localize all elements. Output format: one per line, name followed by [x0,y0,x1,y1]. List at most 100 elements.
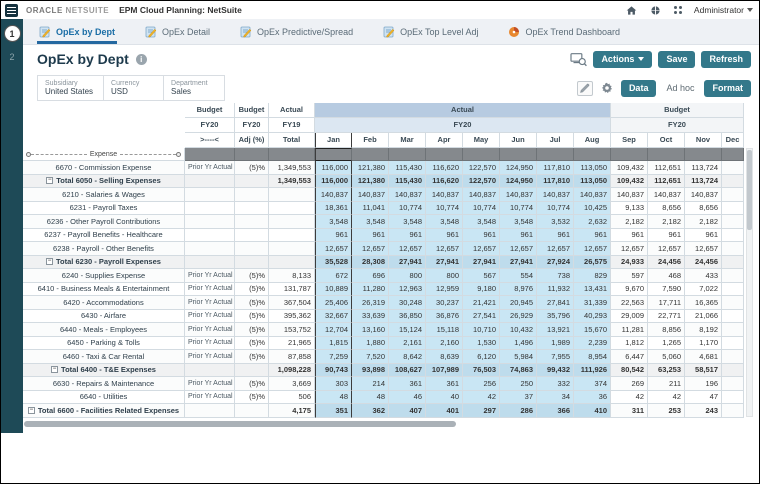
data-cell[interactable]: 121,380 [352,161,389,175]
data-cell[interactable]: 140,837 [426,188,463,202]
adj-percent-cell[interactable]: (5)% [235,377,269,391]
data-cell[interactable]: 407 [389,404,426,418]
data-cell[interactable]: 24,456 [685,255,722,269]
data-cell[interactable]: 696 [352,269,389,283]
data-cell[interactable]: 253 [648,404,685,418]
data-cell[interactable]: 829 [574,269,611,283]
spread-cell[interactable]: Prior Yr Actual [185,296,235,310]
adj-percent-cell[interactable]: (5)% [235,309,269,323]
data-cell[interactable]: 3,548 [352,215,389,229]
collapse-icon[interactable]: − [27,406,35,414]
data-cell[interactable]: 140,837 [574,188,611,202]
data-cell[interactable]: 113,050 [574,161,611,175]
data-cell[interactable]: 27,941 [463,255,500,269]
data-cell[interactable]: 2,160 [426,336,463,350]
tab-opex-top-level-adj[interactable]: OpEx Top Level Adj [381,19,480,44]
spread-cell[interactable] [185,363,235,377]
data-cell[interactable]: 31,339 [574,296,611,310]
expense-axis-widget[interactable]: Expense [26,151,181,158]
data-cell[interactable]: 12,657 [426,242,463,256]
vertical-nav-item-2[interactable]: 2 [9,51,15,62]
data-cell[interactable]: 10,774 [426,201,463,215]
collapse-icon[interactable]: − [51,366,59,374]
data-cell[interactable]: 109,432 [611,174,648,188]
data-cell[interactable]: 332 [537,377,574,391]
data-cell[interactable]: 116,000 [315,174,352,188]
data-cell[interactable]: 12,657 [611,242,648,256]
data-cell[interactable]: 12,657 [463,242,500,256]
data-cell[interactable]: 12,657 [389,242,426,256]
data-cell[interactable]: 13,431 [574,282,611,296]
total-cell[interactable]: 3,669 [269,377,315,391]
data-cell[interactable]: 80,542 [611,363,648,377]
data-cell[interactable]: 16,365 [685,296,722,310]
data-cell[interactable]: 2,161 [389,336,426,350]
total-cell[interactable]: 8,133 [269,269,315,283]
data-cell[interactable]: 7,590 [648,282,685,296]
data-cell[interactable]: 140,837 [611,188,648,202]
data-cell[interactable]: 36,850 [389,309,426,323]
data-cell[interactable]: 140,837 [648,188,685,202]
data-cell[interactable]: 10,889 [315,282,352,296]
data-cell[interactable]: 597 [611,269,648,283]
spread-cell[interactable]: Prior Yr Actual [185,336,235,350]
adj-percent-cell[interactable] [235,228,269,242]
total-cell[interactable]: 4,175 [269,404,315,418]
adj-percent-cell[interactable] [235,201,269,215]
data-cell[interactable] [722,390,744,404]
data-cell[interactable]: 27,841 [537,296,574,310]
data-cell[interactable]: 1,265 [648,336,685,350]
data-cell[interactable]: 140,837 [463,188,500,202]
spread-cell[interactable] [185,174,235,188]
data-cell[interactable]: 22,771 [648,309,685,323]
data-cell[interactable]: 2,182 [685,215,722,229]
spread-cell[interactable] [185,242,235,256]
data-cell[interactable]: 961 [352,228,389,242]
adj-percent-cell[interactable]: (5)% [235,296,269,310]
data-cell[interactable]: 99,432 [537,363,574,377]
data-cell[interactable]: 961 [500,228,537,242]
data-cell[interactable]: 26,929 [500,309,537,323]
data-cell[interactable]: 361 [426,377,463,391]
data-cell[interactable]: 961 [315,228,352,242]
data-cell[interactable]: 36,876 [426,309,463,323]
data-cell[interactable]: 140,837 [500,188,537,202]
data-cell[interactable]: 1,812 [611,336,648,350]
data-cell[interactable]: 8,954 [574,350,611,364]
data-cell[interactable]: 15,118 [426,323,463,337]
data-cell[interactable]: 672 [315,269,352,283]
data-cell[interactable]: 433 [685,269,722,283]
data-cell[interactable] [722,269,744,283]
data-cell[interactable] [722,309,744,323]
spread-cell[interactable] [185,255,235,269]
adj-percent-cell[interactable]: (5)% [235,350,269,364]
data-cell[interactable]: 117,810 [537,174,574,188]
data-cell[interactable]: 116,000 [315,161,352,175]
save-button[interactable]: Save [658,50,696,68]
data-cell[interactable]: 28,308 [352,255,389,269]
total-cell[interactable] [269,215,315,229]
data-cell[interactable]: 11,280 [352,282,389,296]
data-cell[interactable]: 111,926 [574,363,611,377]
data-cell[interactable]: 311 [611,404,648,418]
data-cell[interactable]: 35,528 [315,255,352,269]
data-cell[interactable]: 112,651 [648,161,685,175]
spread-cell[interactable]: Prior Yr Actual [185,377,235,391]
adj-percent-cell[interactable] [235,363,269,377]
data-cell[interactable]: 567 [463,269,500,283]
data-cell[interactable]: 113,724 [685,174,722,188]
data-cell[interactable]: 554 [500,269,537,283]
adj-percent-cell[interactable] [235,255,269,269]
data-cell[interactable]: 107,989 [426,363,463,377]
data-cell[interactable]: 4,681 [685,350,722,364]
data-cell[interactable]: 93,898 [352,363,389,377]
data-cell[interactable]: 8,639 [426,350,463,364]
data-cell[interactable]: 21,421 [463,296,500,310]
data-cell[interactable]: 8,192 [685,323,722,337]
collapse-icon[interactable]: − [46,177,54,185]
data-cell[interactable]: 961 [389,228,426,242]
data-cell[interactable] [722,188,744,202]
data-cell[interactable]: 8,642 [389,350,426,364]
data-cell[interactable]: 26,575 [574,255,611,269]
data-cell[interactable]: 7,259 [315,350,352,364]
